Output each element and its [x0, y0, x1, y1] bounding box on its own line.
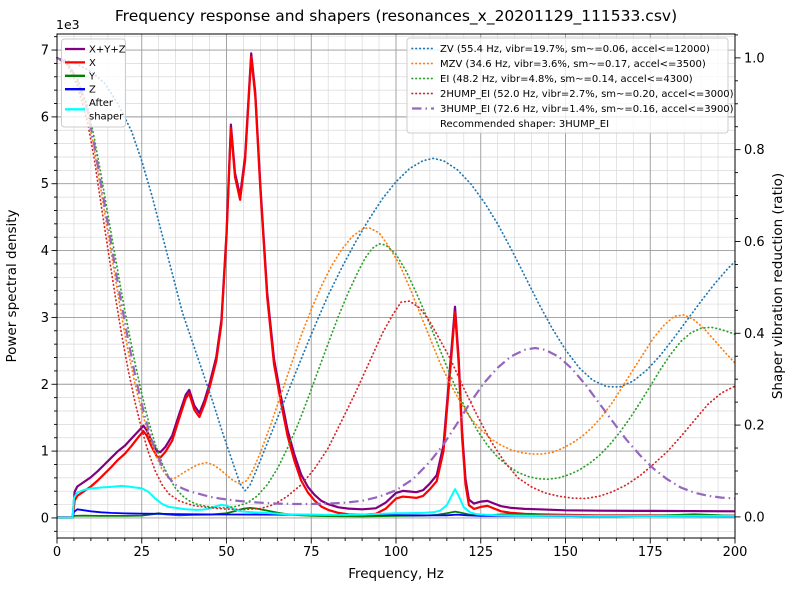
y-left-tick-label: 1 — [41, 445, 49, 460]
x-tick-label: 175 — [638, 545, 663, 560]
x-tick-label: 75 — [303, 545, 320, 560]
series-zv — [56, 57, 736, 492]
y-left-tick-label: 3 — [41, 311, 49, 326]
recommended-shaper-note: Recommended shaper: 3HUMP_EI — [440, 119, 609, 130]
legend-psd-box — [61, 38, 126, 128]
x-tick-label: 25 — [133, 545, 150, 560]
y-right-axis-label: Shaper vibration reduction (ratio) — [770, 173, 786, 399]
series-mzv — [56, 57, 736, 485]
y-left-offset-label: 1e3 — [56, 17, 80, 32]
legend-label-z: Z — [89, 85, 96, 96]
series-ei — [56, 57, 736, 509]
legend-shapers: ZV (55.4 Hz, vibr=19.7%, sm~=0.06, accel… — [406, 37, 734, 134]
y-right-tick-label: 0.2 — [744, 419, 765, 434]
y-left-axis-label: Power spectral density — [4, 209, 20, 362]
legend-label-sum: X+Y+Z — [89, 45, 126, 56]
x-tick-label: 200 — [723, 545, 748, 560]
y-left-tick-label: 2 — [41, 378, 49, 393]
y-left-tick-label: 0 — [41, 511, 49, 526]
legend-label-zv: ZV (55.4 Hz, vibr=19.7%, sm~=0.06, accel… — [440, 44, 710, 55]
y-left-tick-label: 6 — [41, 110, 49, 125]
legend-label-y: Y — [88, 71, 96, 82]
legend-label-3hump_ei: 3HUMP_EI (72.6 Hz, vibr=1.4%, sm~=0.16, … — [440, 104, 734, 115]
y-right-tick-label: 0.8 — [744, 143, 765, 158]
x-tick-label: 0 — [53, 545, 61, 560]
legend-label-x: X — [89, 58, 96, 69]
y-left-tick-label: 7 — [41, 44, 49, 59]
plot-curves — [56, 52, 736, 519]
legend-shapers-box — [406, 37, 729, 134]
legend-label-mzv: MZV (34.6 Hz, vibr=3.6%, sm~=0.17, accel… — [440, 59, 706, 70]
legend-label-2hump_ei: 2HUMP_EI (52.0 Hz, vibr=2.7%, sm~=0.20, … — [440, 89, 734, 100]
series-after — [57, 484, 735, 519]
legend-label-after: shaper — [89, 112, 124, 123]
chart-title: Frequency response and shapers (resonanc… — [115, 7, 677, 26]
axis-tick-labels: 0 25 50 75 100 125 150 175 200 0 1 2 3 4 5 6 7 0.0 0.2 0.4 0… — [41, 44, 765, 560]
x-tick-label: 100 — [384, 545, 409, 560]
series-x — [57, 55, 736, 519]
legend-label-after: After — [89, 98, 114, 109]
series-2hump_ei — [56, 57, 736, 511]
y-right-tick-label: 0.0 — [744, 510, 765, 525]
y-right-tick-label: 0.6 — [744, 235, 765, 250]
y-left-tick-label: 5 — [41, 177, 49, 192]
x-tick-label: 150 — [553, 545, 578, 560]
y-left-tick-label: 4 — [41, 244, 49, 259]
legend-label-ei: EI (48.2 Hz, vibr=4.8%, sm~=0.14, accel<… — [440, 74, 693, 85]
x-tick-label: 125 — [468, 545, 493, 560]
y-right-tick-label: 1.0 — [744, 51, 765, 66]
axis-ticks — [51, 34, 741, 544]
legend-psd: X+Y+Z XYZ After shaper — [61, 38, 126, 128]
x-axis-label: Frequency, Hz — [348, 566, 444, 582]
x-tick-label: 50 — [218, 545, 235, 560]
y-right-tick-label: 0.4 — [744, 327, 765, 342]
series-3hump_ei — [56, 56, 736, 506]
